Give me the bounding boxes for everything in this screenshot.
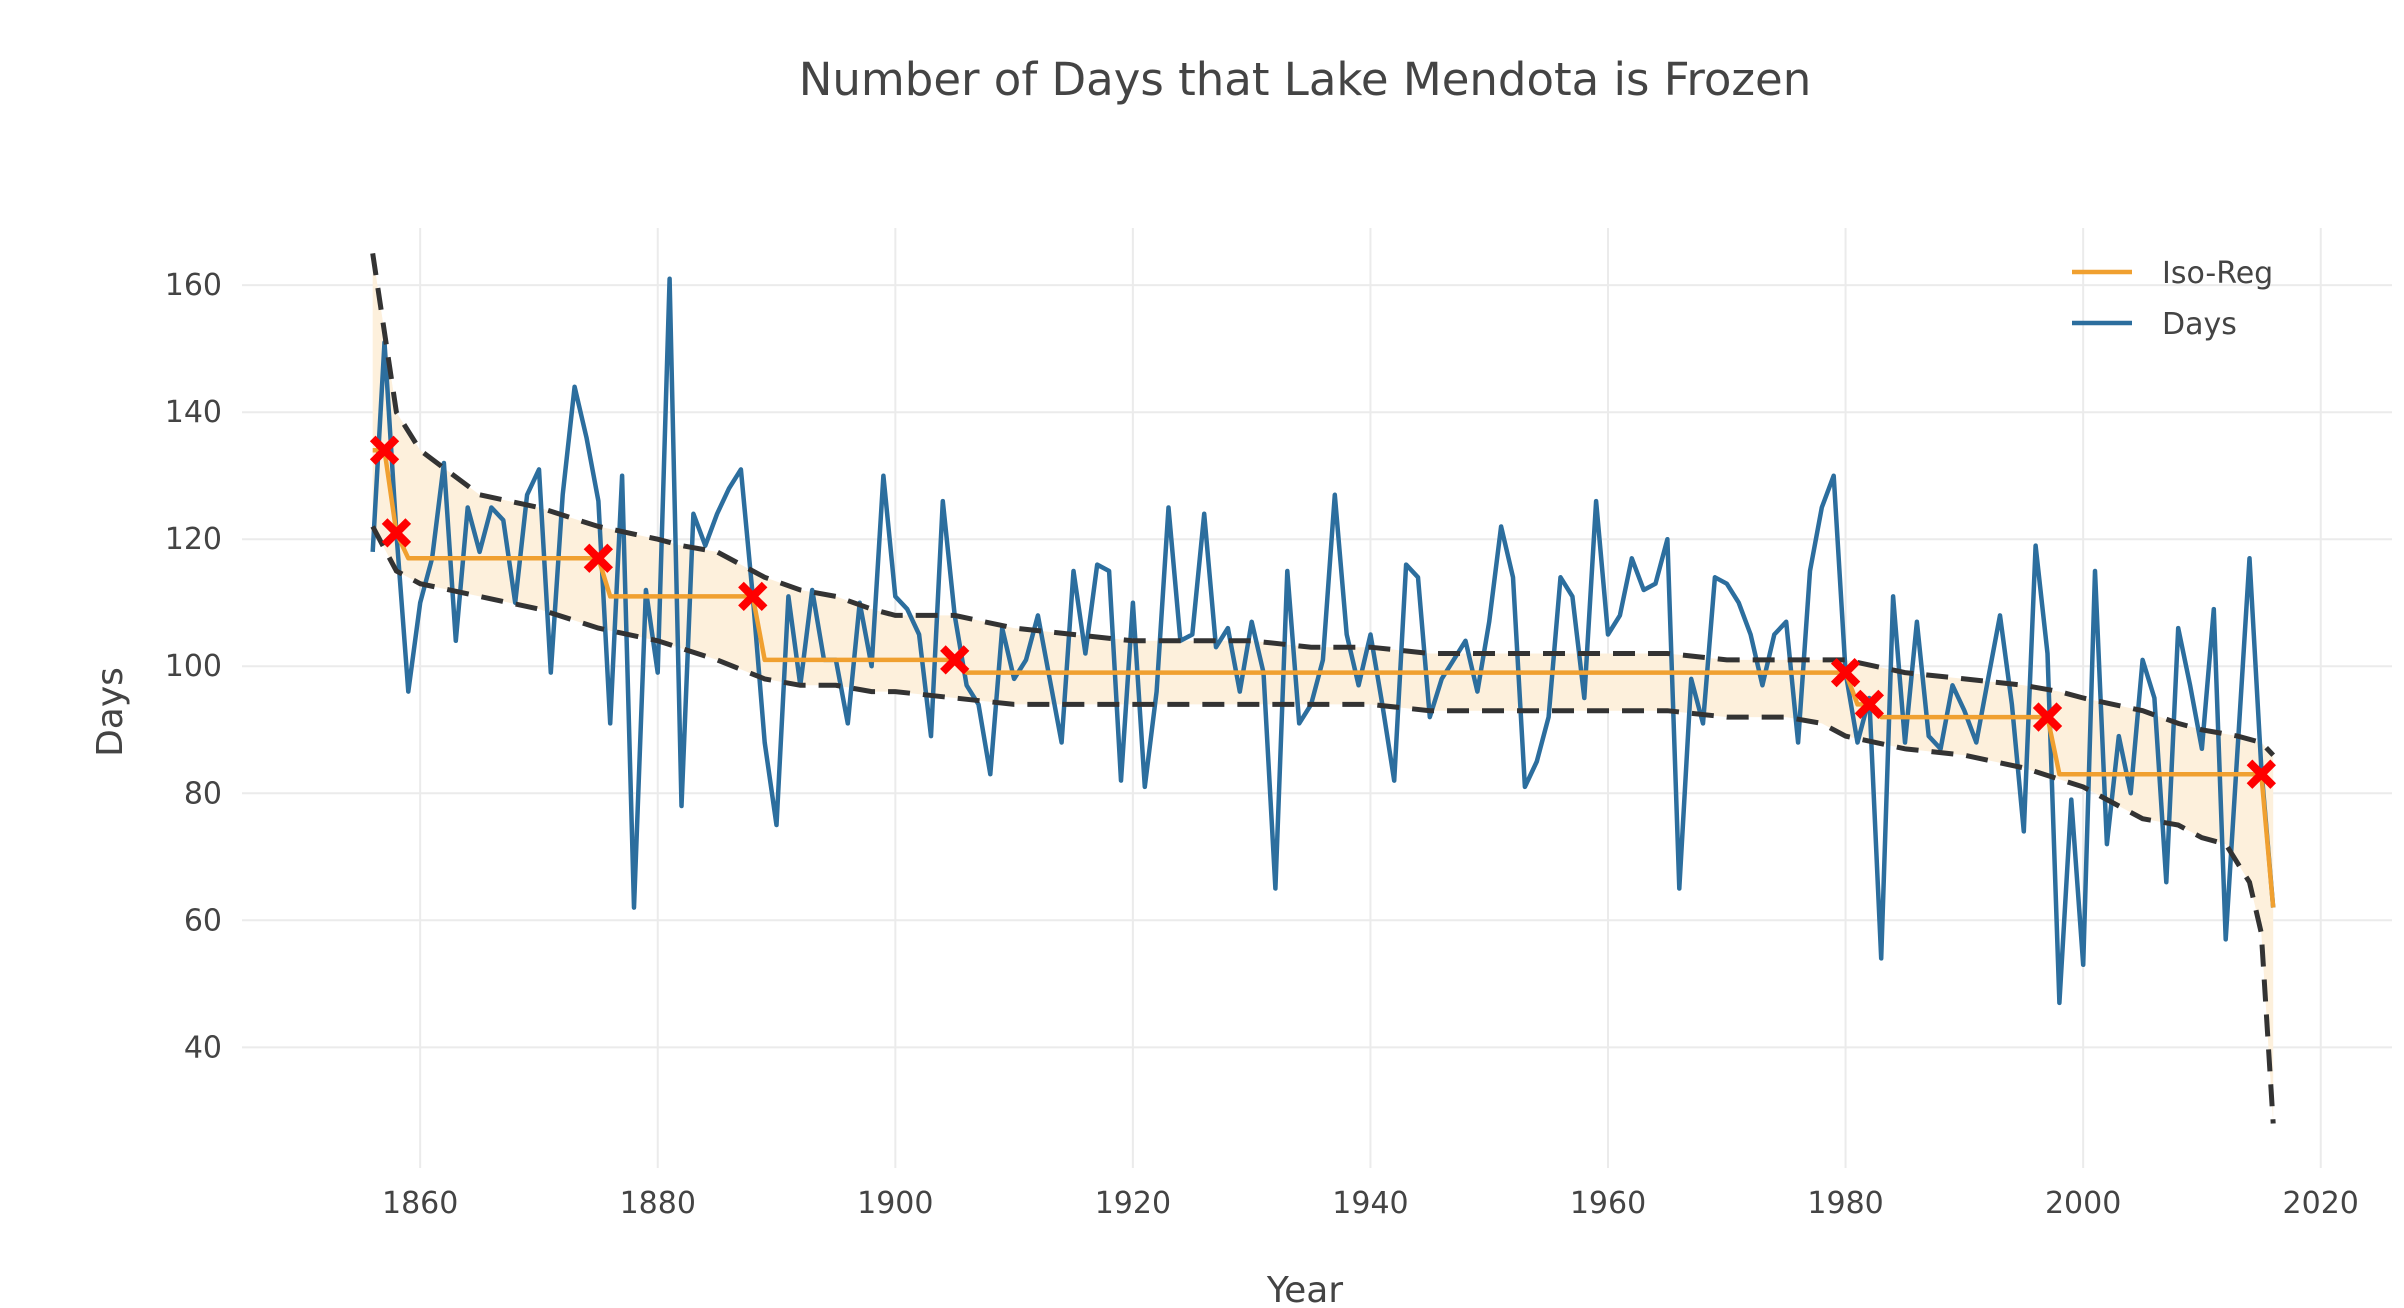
- lower-bound-line: [370, 525, 2276, 1124]
- y-axis-title: Days: [90, 667, 131, 757]
- y-tick-label-80: 80: [184, 776, 222, 811]
- x-tick-label-2000: 2000: [2045, 1186, 2121, 1221]
- x-axis-title: Year: [1266, 1270, 1343, 1308]
- legend-label-days: Days: [2162, 307, 2237, 342]
- y-tick-label-160: 160: [165, 268, 222, 303]
- knot-markers: [369, 435, 2276, 789]
- knot-marker-1858: [381, 518, 412, 548]
- confidence-band: [372, 253, 2274, 1124]
- y-tick-label-40: 40: [184, 1030, 222, 1065]
- x-tick-label-1860: 1860: [382, 1186, 458, 1221]
- knot-marker-1875: [583, 543, 614, 573]
- x-tick-label-1920: 1920: [1095, 1186, 1171, 1221]
- chart-title: Number of Days that Lake Mendota is Froz…: [799, 53, 1812, 106]
- x-tick-label-1880: 1880: [620, 1186, 696, 1221]
- legend[interactable]: Iso-Reg Days: [2072, 256, 2273, 342]
- y-tick-label-120: 120: [165, 522, 222, 557]
- knot-marker-1905: [940, 645, 970, 675]
- x-tick-label-1900: 1900: [857, 1186, 933, 1221]
- y-tick-label-140: 140: [165, 395, 222, 430]
- x-axis-ticks: 1860 1880 1900 1920 1940 1960 1980 2000 2020: [382, 1186, 2359, 1221]
- upper-bound-line: [370, 253, 2276, 757]
- knot-marker-1857: [369, 435, 400, 465]
- bound-lines: [370, 253, 2276, 1124]
- y-tick-label-60: 60: [184, 903, 222, 938]
- knot-marker-1980: [1830, 657, 1861, 688]
- iso-reg-series: [372, 448, 2276, 908]
- knot-marker-1888: [738, 581, 768, 612]
- x-tick-label-1960: 1960: [1570, 1186, 1646, 1221]
- knot-marker-2015: [2246, 759, 2276, 789]
- x-tick-label-2020: 2020: [2283, 1186, 2359, 1221]
- legend-label-iso-reg: Iso-Reg: [2162, 256, 2273, 291]
- knot-marker-1997: [2032, 702, 2063, 732]
- iso-reg-line: [372, 448, 2276, 908]
- days-line: [370, 276, 2276, 1006]
- knot-marker-1982: [1854, 689, 1885, 720]
- confidence-band-area: [372, 253, 2274, 1124]
- y-tick-label-100: 100: [165, 649, 222, 684]
- days-series: [370, 276, 2276, 1006]
- x-tick-label-1940: 1940: [1332, 1186, 1408, 1221]
- x-tick-label-1980: 1980: [1807, 1186, 1883, 1221]
- y-axis-ticks: 40 60 80 100 120 140 160: [165, 268, 222, 1065]
